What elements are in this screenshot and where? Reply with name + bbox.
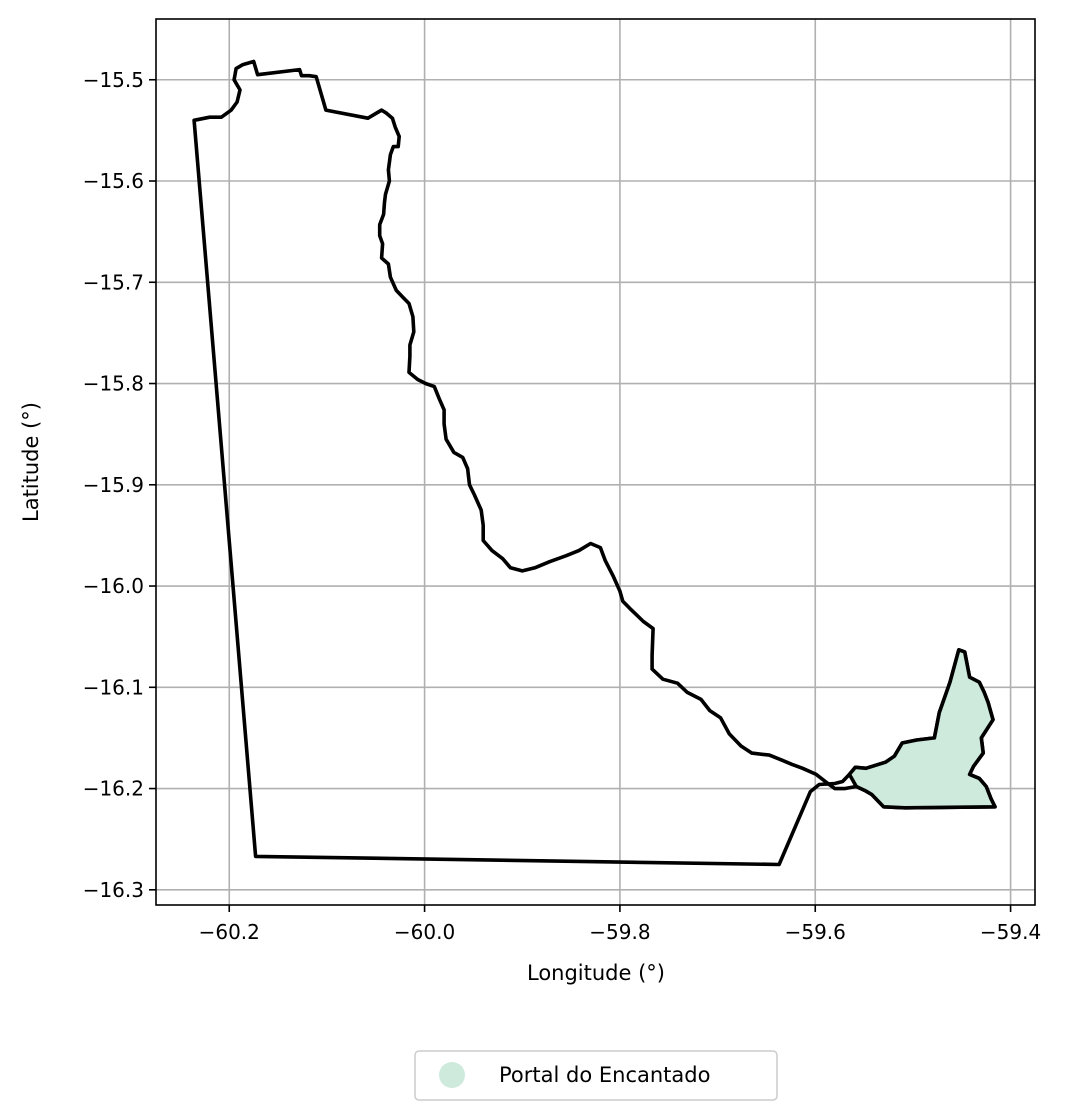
y-tick-label: −15.5 bbox=[83, 68, 144, 92]
y-tick-label: −15.7 bbox=[83, 270, 144, 294]
region-portal-do-encantado bbox=[847, 648, 997, 810]
legend-label-portal-do-encantado: Portal do Encantado bbox=[499, 1063, 710, 1087]
y-tick-label: −15.6 bbox=[83, 169, 144, 193]
legend-frame bbox=[414, 1050, 778, 1101]
regions bbox=[192, 59, 997, 867]
x-tick-label: −59.8 bbox=[589, 920, 650, 944]
legend: Portal do Encantado bbox=[414, 1050, 778, 1101]
y-tick-label: −16.0 bbox=[83, 574, 144, 598]
x-tick-label: −60.2 bbox=[199, 920, 260, 944]
y-tick-label: −16.2 bbox=[83, 777, 144, 801]
y-tick-label: −16.3 bbox=[83, 878, 144, 902]
y-tick-label: −16.1 bbox=[83, 675, 144, 699]
region-outer-boundary bbox=[192, 59, 997, 867]
x-tick-label: −59.6 bbox=[785, 920, 846, 944]
y-tick-label: −15.9 bbox=[83, 473, 144, 497]
x-tick-label: −59.4 bbox=[980, 920, 1041, 944]
legend-marker-portal-do-encantado bbox=[439, 1062, 465, 1088]
x-tick-label: −60.0 bbox=[394, 920, 455, 944]
x-axis-label: Longitude (°) bbox=[527, 961, 665, 985]
plot-frame bbox=[155, 18, 1036, 906]
y-axis-label: Latitude (°) bbox=[19, 402, 43, 522]
ticks: −60.2 −60.0 −59.8 −59.6 −59.4 −15.5 −15.6 −15.7… bbox=[83, 68, 1042, 944]
y-tick-label: −15.8 bbox=[83, 372, 144, 396]
